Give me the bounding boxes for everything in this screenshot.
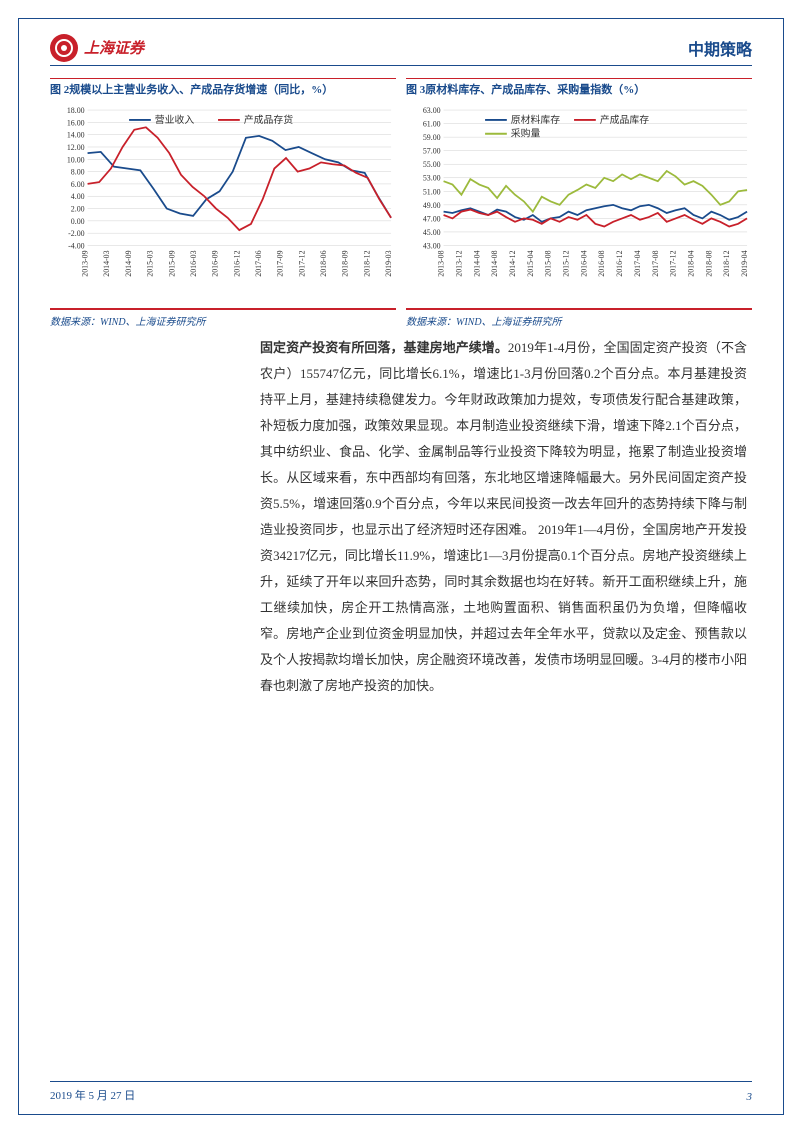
svg-text:2017-06: 2017-06 bbox=[254, 250, 263, 276]
svg-text:2017-04: 2017-04 bbox=[633, 250, 642, 276]
svg-text:0.00: 0.00 bbox=[71, 217, 85, 226]
chart-right-block: 图 3原材料库存、产成品库存、采购量指数（%） 43.0045.0047.004… bbox=[406, 78, 752, 328]
svg-text:采购量: 采购量 bbox=[511, 127, 541, 140]
svg-text:2016-12: 2016-12 bbox=[615, 250, 624, 276]
svg-text:2016-09: 2016-09 bbox=[211, 250, 220, 276]
svg-text:2016-03: 2016-03 bbox=[189, 250, 198, 276]
charts-row: 图 2规模以上主营业务收入、产成品存货增速（同比，%） -4.00 -2.00 0.… bbox=[50, 78, 752, 328]
svg-text:2017-08: 2017-08 bbox=[651, 250, 660, 276]
svg-text:2014-03: 2014-03 bbox=[102, 250, 111, 276]
svg-text:2016-12: 2016-12 bbox=[232, 250, 241, 276]
svg-text:2017-12: 2017-12 bbox=[669, 250, 678, 276]
svg-text:2018-04: 2018-04 bbox=[686, 250, 695, 276]
svg-text:2015-03: 2015-03 bbox=[146, 250, 155, 276]
svg-text:2015-12: 2015-12 bbox=[562, 250, 571, 276]
svg-text:61.00: 61.00 bbox=[423, 120, 441, 129]
chart-left-block: 图 2规模以上主营业务收入、产成品存货增速（同比，%） -4.00 -2.00 0.… bbox=[50, 78, 396, 328]
svg-text:16.00: 16.00 bbox=[67, 118, 85, 127]
svg-text:2018-08: 2018-08 bbox=[704, 250, 713, 276]
lead-bold: 固定资产投资有所回落，基建房地产续增。 bbox=[260, 340, 508, 355]
svg-text:2019-04: 2019-04 bbox=[740, 250, 749, 276]
svg-text:2013-08: 2013-08 bbox=[437, 250, 446, 276]
svg-text:57.00: 57.00 bbox=[423, 147, 441, 156]
document-type: 中期策略 bbox=[688, 36, 752, 60]
svg-text:12.00: 12.00 bbox=[67, 143, 85, 152]
svg-text:2014-09: 2014-09 bbox=[124, 250, 133, 276]
svg-text:14.00: 14.00 bbox=[67, 131, 85, 140]
footer-date: 2019 年 5 月 27 日 bbox=[50, 1087, 135, 1103]
svg-text:-4.00: -4.00 bbox=[68, 241, 84, 250]
logo-text: 上海证券 bbox=[84, 37, 144, 58]
svg-text:2017-09: 2017-09 bbox=[276, 250, 285, 276]
svg-text:产成品库存: 产成品库存 bbox=[600, 113, 650, 126]
svg-text:43.00: 43.00 bbox=[423, 241, 441, 250]
chart-left-source: 数据来源：WIND、上海证券研究所 bbox=[50, 308, 396, 328]
svg-text:2018-09: 2018-09 bbox=[341, 250, 350, 276]
chart-right: 43.00 45.00 47.00 49.00 51.00 53.00 55.00 57.00… bbox=[406, 101, 752, 301]
svg-text:2016-08: 2016-08 bbox=[597, 250, 606, 276]
svg-text:2018-06: 2018-06 bbox=[319, 250, 328, 276]
page-footer: 2019 年 5 月 27 日 3 bbox=[50, 1081, 752, 1103]
main-paragraph: 固定资产投资有所回落，基建房地产续增。2019年1-4月份，全国固定资产投资（不… bbox=[260, 335, 747, 699]
svg-text:营业收入: 营业收入 bbox=[155, 113, 195, 126]
svg-text:2016-04: 2016-04 bbox=[579, 250, 588, 276]
svg-text:2019-03: 2019-03 bbox=[384, 250, 393, 276]
svg-text:2014-08: 2014-08 bbox=[490, 250, 499, 276]
svg-text:2014-04: 2014-04 bbox=[472, 250, 481, 276]
svg-text:原材料库存: 原材料库存 bbox=[511, 113, 561, 126]
svg-text:53.00: 53.00 bbox=[423, 174, 441, 183]
svg-text:2013-12: 2013-12 bbox=[454, 250, 463, 276]
svg-text:10.00: 10.00 bbox=[67, 155, 85, 164]
svg-text:6.00: 6.00 bbox=[71, 180, 85, 189]
svg-text:55.00: 55.00 bbox=[423, 160, 441, 169]
page-header: 上海证券 中期策略 bbox=[50, 30, 752, 66]
svg-text:2014-12: 2014-12 bbox=[508, 250, 517, 276]
svg-text:产成品存货: 产成品存货 bbox=[244, 113, 294, 126]
svg-text:2018-12: 2018-12 bbox=[722, 250, 731, 276]
svg-text:49.00: 49.00 bbox=[423, 201, 441, 210]
body-text: 固定资产投资有所回落，基建房地产续增。2019年1-4月份，全国固定资产投资（不… bbox=[260, 335, 747, 699]
svg-text:8.00: 8.00 bbox=[71, 168, 85, 177]
svg-text:2017-12: 2017-12 bbox=[297, 250, 306, 276]
svg-text:2018-12: 2018-12 bbox=[362, 250, 371, 276]
logo: 上海证券 bbox=[50, 34, 144, 62]
svg-text:2015-08: 2015-08 bbox=[544, 250, 553, 276]
svg-text:59.00: 59.00 bbox=[423, 133, 441, 142]
svg-text:47.00: 47.00 bbox=[423, 214, 441, 223]
svg-text:63.00: 63.00 bbox=[423, 106, 441, 115]
svg-text:2015-04: 2015-04 bbox=[526, 250, 535, 276]
svg-text:-2.00: -2.00 bbox=[68, 229, 84, 238]
logo-icon bbox=[50, 34, 78, 62]
svg-text:51.00: 51.00 bbox=[423, 187, 441, 196]
svg-text:2015-09: 2015-09 bbox=[167, 250, 176, 276]
chart-right-title: 图 3原材料库存、产成品库存、采购量指数（%） bbox=[406, 78, 752, 97]
svg-text:4.00: 4.00 bbox=[71, 192, 85, 201]
svg-text:45.00: 45.00 bbox=[423, 228, 441, 237]
chart-right-source: 数据来源：WIND、上海证券研究所 bbox=[406, 308, 752, 328]
chart-left-title: 图 2规模以上主营业务收入、产成品存货增速（同比，%） bbox=[50, 78, 396, 97]
page-number: 3 bbox=[747, 1091, 753, 1103]
svg-text:2013-09: 2013-09 bbox=[81, 250, 90, 276]
paragraph-text: 2019年1-4月份，全国固定资产投资（不含农户）155747亿元，同比增长6.… bbox=[260, 340, 747, 693]
svg-text:2.00: 2.00 bbox=[71, 205, 85, 214]
chart-left: -4.00 -2.00 0.00 2.00 4.00 6.00 8.00 10.00 12.00… bbox=[50, 101, 396, 301]
svg-text:18.00: 18.00 bbox=[67, 106, 85, 115]
